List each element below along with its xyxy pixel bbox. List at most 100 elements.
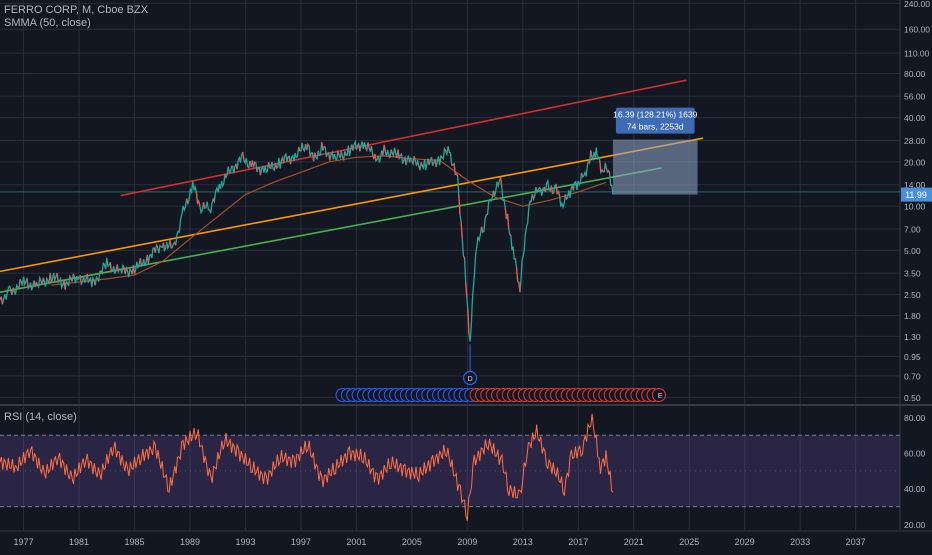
price-down-segment — [329, 153, 330, 161]
price-down-segment — [255, 162, 256, 163]
price-polyline[interactable] — [0, 142, 613, 342]
price-down-segment — [508, 214, 509, 228]
y-tick-label: 1.80 — [904, 311, 921, 321]
y-tick-label: 80.00 — [904, 69, 926, 79]
price-down-segment — [461, 221, 462, 238]
price-down-segment — [459, 195, 460, 215]
price-down-segment — [43, 278, 44, 282]
rsi-band — [0, 435, 900, 506]
rsi-y-tick-label: 60.00 — [904, 449, 926, 459]
last-price-label: 11.99 — [905, 190, 927, 200]
y-tick-label: 0.70 — [904, 371, 921, 381]
price-down-segment — [73, 274, 74, 278]
rsi-y-tick-label: 20.00 — [904, 520, 926, 530]
measure-label-line1: 16.39 (128.21%) 1639 — [613, 110, 697, 120]
price-down-segment — [110, 262, 111, 272]
rsi-y-tick-label: 80.00 — [904, 413, 926, 423]
earnings-marker-label: E — [658, 393, 663, 400]
y-tick-label: 40.00 — [904, 113, 926, 123]
price-down-segment — [532, 194, 533, 199]
x-tick-label: 2021 — [624, 537, 644, 547]
dividend-marker-label: D — [468, 376, 473, 383]
trendlines — [0, 80, 703, 292]
price-down-segment — [468, 309, 469, 334]
symbol-legend[interactable]: FERRO CORP, M, Cboe BZX — [4, 4, 148, 17]
price-down-segment — [359, 144, 360, 152]
y-tick-label: 5.00 — [904, 246, 921, 256]
price-down-segment — [463, 256, 464, 258]
y-tick-label: 0.95 — [904, 352, 921, 362]
x-tick-label: 2029 — [735, 537, 755, 547]
x-tick-label: 2017 — [568, 537, 588, 547]
y-tick-label: 3.50 — [904, 269, 921, 279]
price-down-segment — [187, 199, 188, 204]
price-down-segment — [312, 153, 313, 161]
trendline-upper-channel[interactable] — [121, 80, 687, 195]
x-tick-label: 2005 — [402, 537, 422, 547]
y-tick-label: 56.00 — [904, 92, 926, 102]
x-tick-label: 1981 — [69, 537, 89, 547]
x-tick-label: 2025 — [679, 537, 699, 547]
price-down-segment — [519, 282, 520, 292]
x-tick-label: 1997 — [291, 537, 311, 547]
price-down-segment — [456, 174, 457, 176]
price-down-segment — [602, 170, 603, 172]
price-down-segment — [454, 164, 455, 175]
price-down-segment — [482, 227, 483, 232]
x-tick-label: 1977 — [14, 537, 34, 547]
price-down-segment — [505, 208, 506, 219]
price-down-segment — [103, 263, 104, 264]
price-down-segment — [544, 187, 545, 192]
price-down-segment — [501, 177, 502, 187]
y-tick-label: 1.30 — [904, 332, 921, 342]
price-down-segment — [336, 159, 337, 160]
smma-legend[interactable]: SMMA (50, close) — [4, 17, 91, 30]
price-down-segment — [373, 154, 374, 159]
price-down-segment — [419, 166, 420, 170]
price-down-segment — [96, 277, 97, 278]
price-down-segment — [322, 142, 323, 150]
x-tick-label: 2013 — [513, 537, 533, 547]
y-tick-label: 0.50 — [904, 393, 921, 403]
price-down-segment — [50, 273, 51, 282]
price-down-segment — [64, 280, 65, 289]
price-down-segment — [414, 156, 415, 161]
price-down-segment — [196, 192, 197, 203]
price-down-segment — [161, 247, 162, 248]
price-down-segment — [140, 258, 141, 266]
price-down-segment — [556, 185, 557, 195]
price-down-segment — [269, 162, 270, 167]
price-down-segment — [591, 150, 592, 157]
price-down-segment — [352, 145, 353, 151]
price-down-segment — [13, 288, 14, 292]
rsi-legend[interactable]: RSI (14, close) — [4, 411, 77, 424]
price-down-segment — [306, 144, 307, 150]
price-down-segment — [609, 171, 610, 173]
price-down-segment — [384, 145, 385, 151]
rsi-y-tick-label: 40.00 — [904, 484, 926, 494]
x-tick-label: 1993 — [235, 537, 255, 547]
x-tick-label: 1985 — [124, 537, 144, 547]
price-down-segment — [1, 297, 2, 305]
y-tick-label: 110.00 — [904, 49, 930, 59]
measure-box[interactable] — [613, 140, 698, 195]
price-down-segment — [259, 168, 260, 175]
events-row: ED — [336, 344, 665, 401]
price-down-segment — [606, 168, 607, 172]
measure-label-line2: 74 bars, 2253d — [627, 122, 684, 132]
x-tick-label: 2037 — [846, 537, 866, 547]
price-down-segment — [368, 142, 369, 147]
price-down-segment — [572, 186, 573, 191]
y-tick-label: 28.00 — [904, 136, 926, 146]
price-down-segment — [539, 188, 540, 189]
y-tick-label: 10.00 — [904, 202, 926, 212]
x-tick-label: 2033 — [790, 537, 810, 547]
measure-tool: 16.39 (128.21%) 1639 74 bars, 2253d — [613, 108, 698, 195]
price-down-segment — [94, 280, 95, 285]
y-tick-label: 2.50 — [904, 290, 921, 300]
price-down-segment — [273, 169, 274, 170]
price-down-segment — [243, 152, 244, 160]
